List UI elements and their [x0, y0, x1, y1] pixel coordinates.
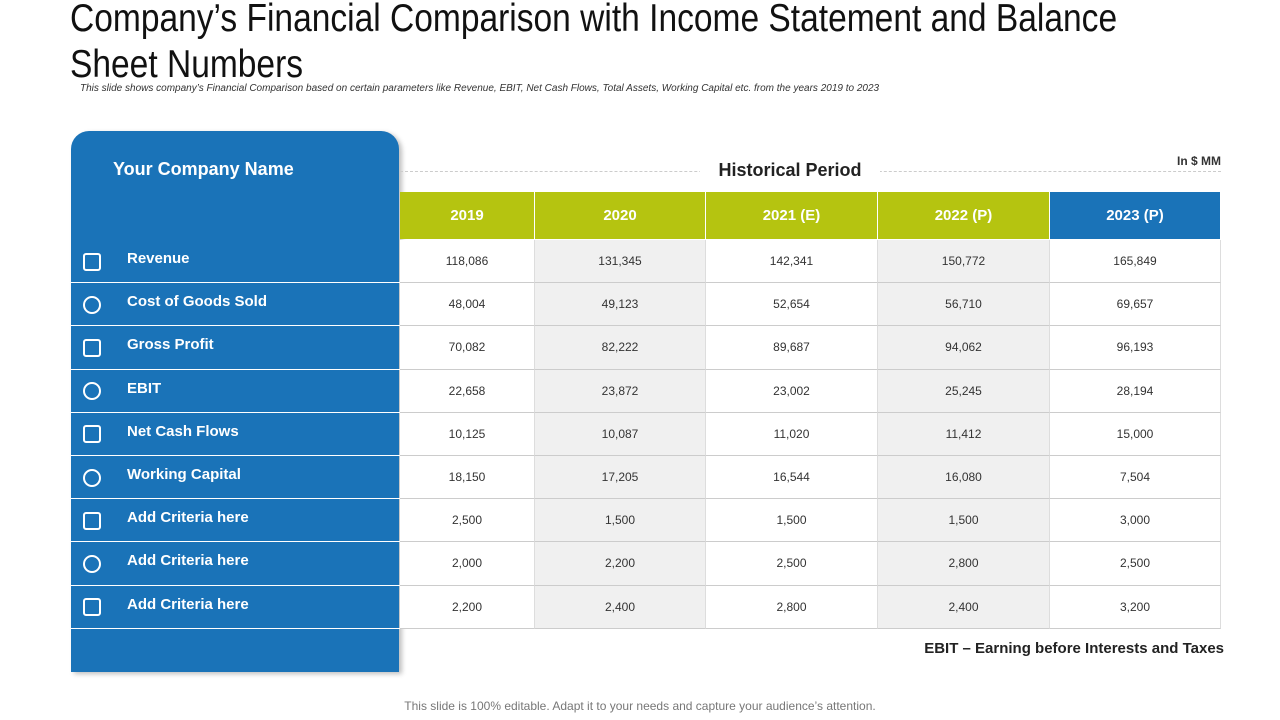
row-label: Add Criteria here — [71, 586, 400, 629]
cell: 69,657 — [1050, 283, 1221, 327]
cell: 11,020 — [706, 412, 878, 456]
row-icon — [83, 468, 101, 487]
cell: 2,200 — [535, 542, 706, 586]
cell: 94,062 — [878, 326, 1050, 370]
side-panel — [71, 131, 399, 672]
cell: 1,500 — [535, 499, 706, 543]
company-name: Your Company Name — [113, 159, 294, 179]
subtitle: This slide shows company’s Financial Com… — [80, 83, 880, 94]
footer: This slide is 100% editable. Adapt it to… — [404, 699, 876, 713]
row-label: Revenue — [71, 240, 400, 284]
row-label: Cost of Goods Sold — [71, 283, 400, 327]
column-header: 2021 (E) — [706, 192, 878, 239]
row-label: Add Criteria here — [71, 499, 400, 543]
row-label: Net Cash Flows — [71, 413, 400, 456]
cell: 2,500 — [400, 499, 535, 543]
cell: 2,800 — [878, 542, 1050, 586]
cell: 2,400 — [878, 585, 1050, 629]
cell: 131,345 — [535, 240, 706, 284]
cell: 118,086 — [400, 240, 535, 284]
row-icon — [83, 295, 101, 314]
column-header: 2023 (P) — [1050, 192, 1221, 239]
cell: 11,412 — [878, 412, 1050, 456]
cell: 3,200 — [1050, 585, 1221, 629]
column-header: 2022 (P) — [878, 192, 1050, 239]
cell: 1,500 — [878, 499, 1050, 543]
cell: 3,000 — [1050, 499, 1221, 543]
cell: 25,245 — [878, 369, 1050, 413]
row-label-text: Add Criteria here — [127, 595, 249, 613]
cell: 142,341 — [706, 240, 878, 284]
cell: 56,710 — [878, 283, 1050, 327]
cell: 16,080 — [878, 456, 1050, 500]
cell: 48,004 — [400, 283, 535, 327]
cell: 165,849 — [1050, 240, 1221, 284]
row-label-text: Gross Profit — [127, 336, 214, 354]
row-label-text: Add Criteria here — [127, 509, 249, 527]
column-header: 2019 — [400, 192, 535, 239]
row-icon — [83, 338, 101, 357]
row-label-text: Cost of Goods Sold — [127, 293, 267, 311]
row-label: Working Capital — [71, 456, 400, 500]
cell: 2,200 — [400, 585, 535, 629]
footnote: EBIT – Earning before Interests and Taxe… — [924, 640, 1224, 657]
cell: 10,087 — [535, 412, 706, 456]
row-label-text: Working Capital — [127, 466, 241, 483]
cell: 70,082 — [400, 326, 535, 370]
period-label: Historical Period — [700, 160, 880, 181]
cell: 2,800 — [706, 585, 878, 629]
row-label: Add Criteria here — [71, 542, 400, 586]
title: Company’s Financial Comparison with Inco… — [70, 0, 1118, 86]
row-label: Gross Profit — [71, 326, 400, 370]
unit-label: In $ MM — [1177, 154, 1221, 168]
cell: 52,654 — [706, 283, 878, 327]
cell: 1,500 — [706, 499, 878, 543]
cell: 2,000 — [400, 542, 535, 586]
row-label-text: Add Criteria here — [127, 552, 249, 570]
cell: 10,125 — [400, 412, 535, 456]
cell: 23,872 — [535, 369, 706, 413]
cell: 18,150 — [400, 456, 535, 500]
cell: 89,687 — [706, 326, 878, 370]
row-icon — [83, 425, 101, 444]
row-label-text: EBIT — [127, 379, 162, 397]
cell: 16,544 — [706, 456, 878, 500]
cell: 82,222 — [535, 326, 706, 370]
cell: 22,658 — [400, 369, 535, 413]
row-label: EBIT — [71, 370, 400, 413]
cell: 49,123 — [535, 283, 706, 327]
row-icon — [83, 554, 101, 573]
cell: 15,000 — [1050, 412, 1221, 456]
row-icon — [83, 382, 101, 401]
row-icon — [83, 252, 101, 271]
row-icon — [83, 598, 101, 617]
row-label-text: Revenue — [127, 250, 190, 267]
cell: 150,772 — [878, 240, 1050, 284]
row-label-text: Net Cash Flows — [127, 422, 239, 440]
cell: 2,500 — [1050, 542, 1221, 586]
cell: 28,194 — [1050, 369, 1221, 413]
row-icon — [83, 511, 101, 530]
cell: 2,400 — [535, 585, 706, 629]
cell: 2,500 — [706, 542, 878, 586]
cell: 17,205 — [535, 456, 706, 500]
cell: 96,193 — [1050, 326, 1221, 370]
cell: 7,504 — [1050, 456, 1221, 500]
cell: 23,002 — [706, 369, 878, 413]
column-header: 2020 — [535, 192, 706, 239]
